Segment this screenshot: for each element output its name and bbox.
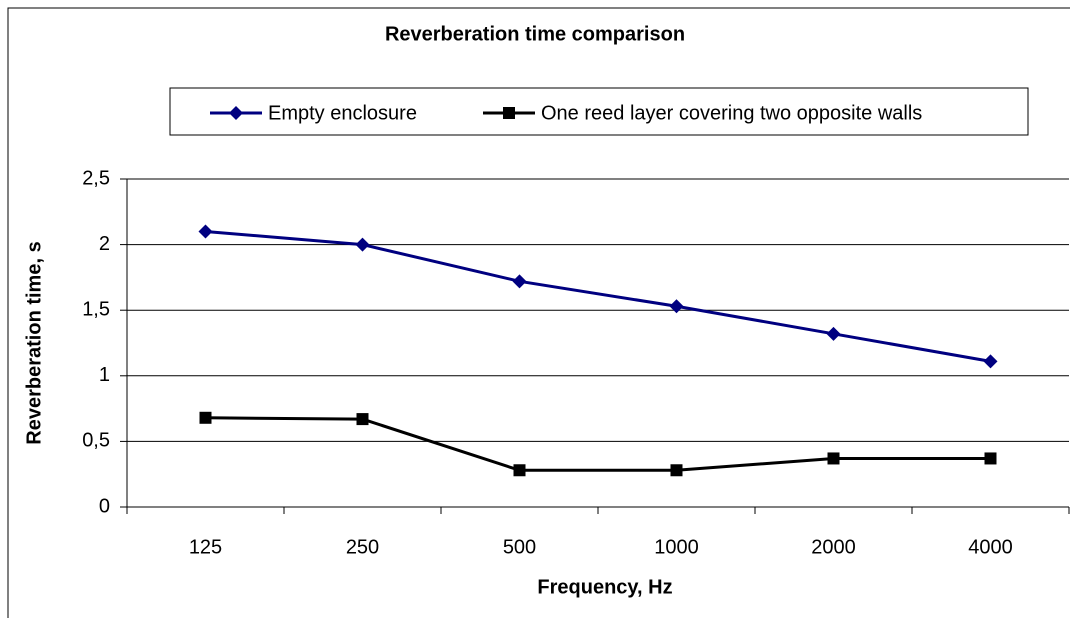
x-tick-label: 1000 [654, 536, 699, 558]
x-tick-label: 250 [346, 536, 379, 558]
y-tick-label: 1,5 [82, 298, 110, 320]
y-tick-label: 0 [99, 495, 110, 517]
chart-frame [7, 7, 1070, 618]
data-point [669, 299, 684, 314]
legend-box [169, 87, 1029, 136]
x-tick-label: 125 [189, 536, 222, 558]
legend-marker [229, 106, 243, 120]
x-tick-label: 2000 [811, 536, 856, 558]
legend-label: One reed layer covering two opposite wal… [541, 102, 922, 124]
legend-marker [503, 107, 515, 119]
data-point [512, 274, 527, 289]
data-point [199, 411, 212, 424]
y-axis-label: Reverberation time, s [23, 241, 45, 444]
y-tick-label: 0,5 [82, 430, 110, 452]
data-point [983, 354, 998, 369]
chart-title: Reverberation time comparison [385, 23, 685, 45]
y-tick-label: 2,5 [82, 167, 110, 189]
data-point [984, 452, 997, 465]
data-point [356, 413, 369, 426]
x-tick-label: 4000 [968, 536, 1013, 558]
data-point [513, 464, 526, 477]
y-tick-label: 1 [99, 364, 110, 386]
series-line [205, 416, 991, 472]
data-point [355, 237, 370, 252]
data-point [827, 452, 840, 465]
data-point [670, 464, 683, 477]
x-tick-label: 500 [503, 536, 536, 558]
y-tick-label: 2 [99, 233, 110, 255]
series-line [205, 229, 991, 363]
data-point [826, 326, 841, 341]
legend-label: Empty enclosure [268, 102, 417, 124]
data-point [198, 224, 213, 239]
x-axis-label: Frequency, Hz [537, 576, 672, 598]
